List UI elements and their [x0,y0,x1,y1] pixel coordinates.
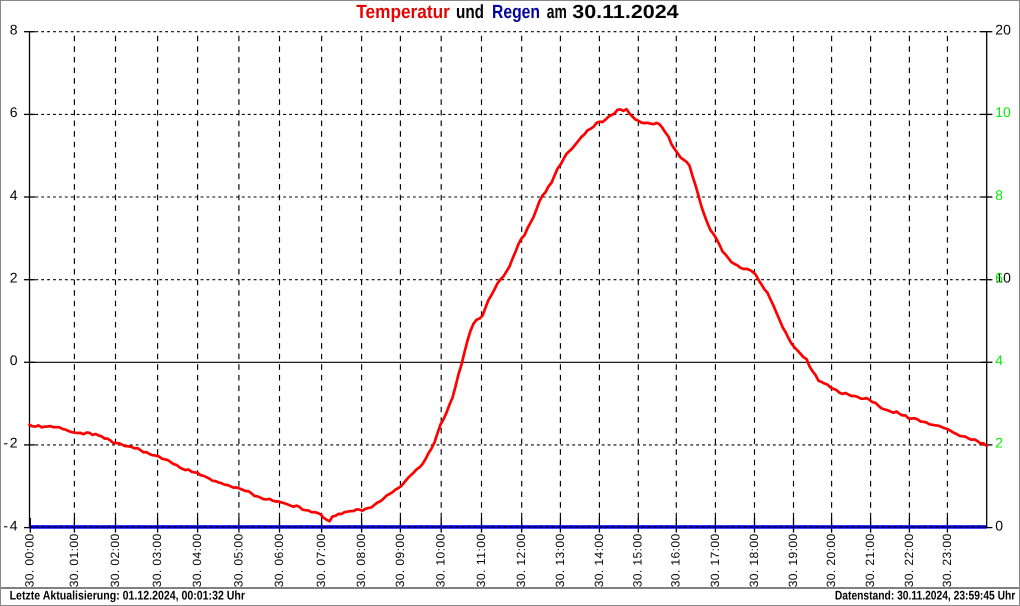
svg-text:30. 23:00: 30. 23:00 [940,533,954,587]
svg-text:30. 11:00: 30. 11:00 [474,533,488,587]
svg-text:Letzte Aktualisierung: 01.12.2: Letzte Aktualisierung: 01.12.2024, 00:01… [10,589,246,603]
svg-text:30. 22:00: 30. 22:00 [902,533,916,587]
svg-text:8: 8 [995,187,1003,203]
svg-text:Datenstand: 30.11.2024, 23:59:: Datenstand: 30.11.2024, 23:59:45 Uhr [835,589,1016,603]
svg-text:8: 8 [10,22,18,38]
svg-text:30. 12:00: 30. 12:00 [514,533,528,587]
svg-text:4: 4 [995,352,1003,368]
svg-text:-4: -4 [3,517,17,533]
svg-text:30. 15:00: 30. 15:00 [631,533,645,587]
svg-text:30. 10:00: 30. 10:00 [434,533,448,587]
svg-text:30. 03:00: 30. 03:00 [150,533,164,587]
svg-text:2: 2 [10,270,18,286]
svg-text:20: 20 [995,22,1011,38]
svg-text:30. 07:00: 30. 07:00 [314,533,328,587]
svg-text:6: 6 [10,104,18,120]
svg-text:-2: -2 [3,435,17,451]
svg-text:30. 17:00: 30. 17:00 [708,533,722,587]
svg-text:30. 21:00: 30. 21:00 [863,533,877,587]
svg-text:30. 18:00: 30. 18:00 [747,533,761,587]
svg-text:30. 02:00: 30. 02:00 [108,533,122,587]
svg-text:30. 19:00: 30. 19:00 [786,533,800,587]
svg-text:Regen: Regen [492,2,540,23]
svg-text:30. 08:00: 30. 08:00 [354,533,368,587]
svg-text:30. 09:00: 30. 09:00 [393,533,407,587]
svg-text:2: 2 [995,435,1003,451]
svg-text:6: 6 [995,270,1003,286]
svg-text:30. 00:00: 30. 00:00 [23,533,37,587]
svg-text:und: und [456,2,484,23]
svg-text:am: am [547,2,567,23]
svg-text:30. 06:00: 30. 06:00 [272,533,286,587]
svg-text:30. 01:00: 30. 01:00 [67,533,81,587]
svg-text:4: 4 [10,187,18,203]
svg-text:10: 10 [995,270,1011,286]
svg-text:0: 0 [995,517,1003,533]
svg-text:30.11.2024: 30.11.2024 [572,2,679,23]
svg-text:10: 10 [995,104,1011,120]
svg-text:0: 0 [10,352,18,368]
svg-text:30. 14:00: 30. 14:00 [592,533,606,587]
svg-text:30. 04:00: 30. 04:00 [190,533,204,587]
svg-text:30. 13:00: 30. 13:00 [553,533,567,587]
svg-text:30. 20:00: 30. 20:00 [824,533,838,587]
svg-text:30. 05:00: 30. 05:00 [231,533,245,587]
svg-text:30. 16:00: 30. 16:00 [669,533,683,587]
svg-text:Temperatur: Temperatur [356,2,450,23]
